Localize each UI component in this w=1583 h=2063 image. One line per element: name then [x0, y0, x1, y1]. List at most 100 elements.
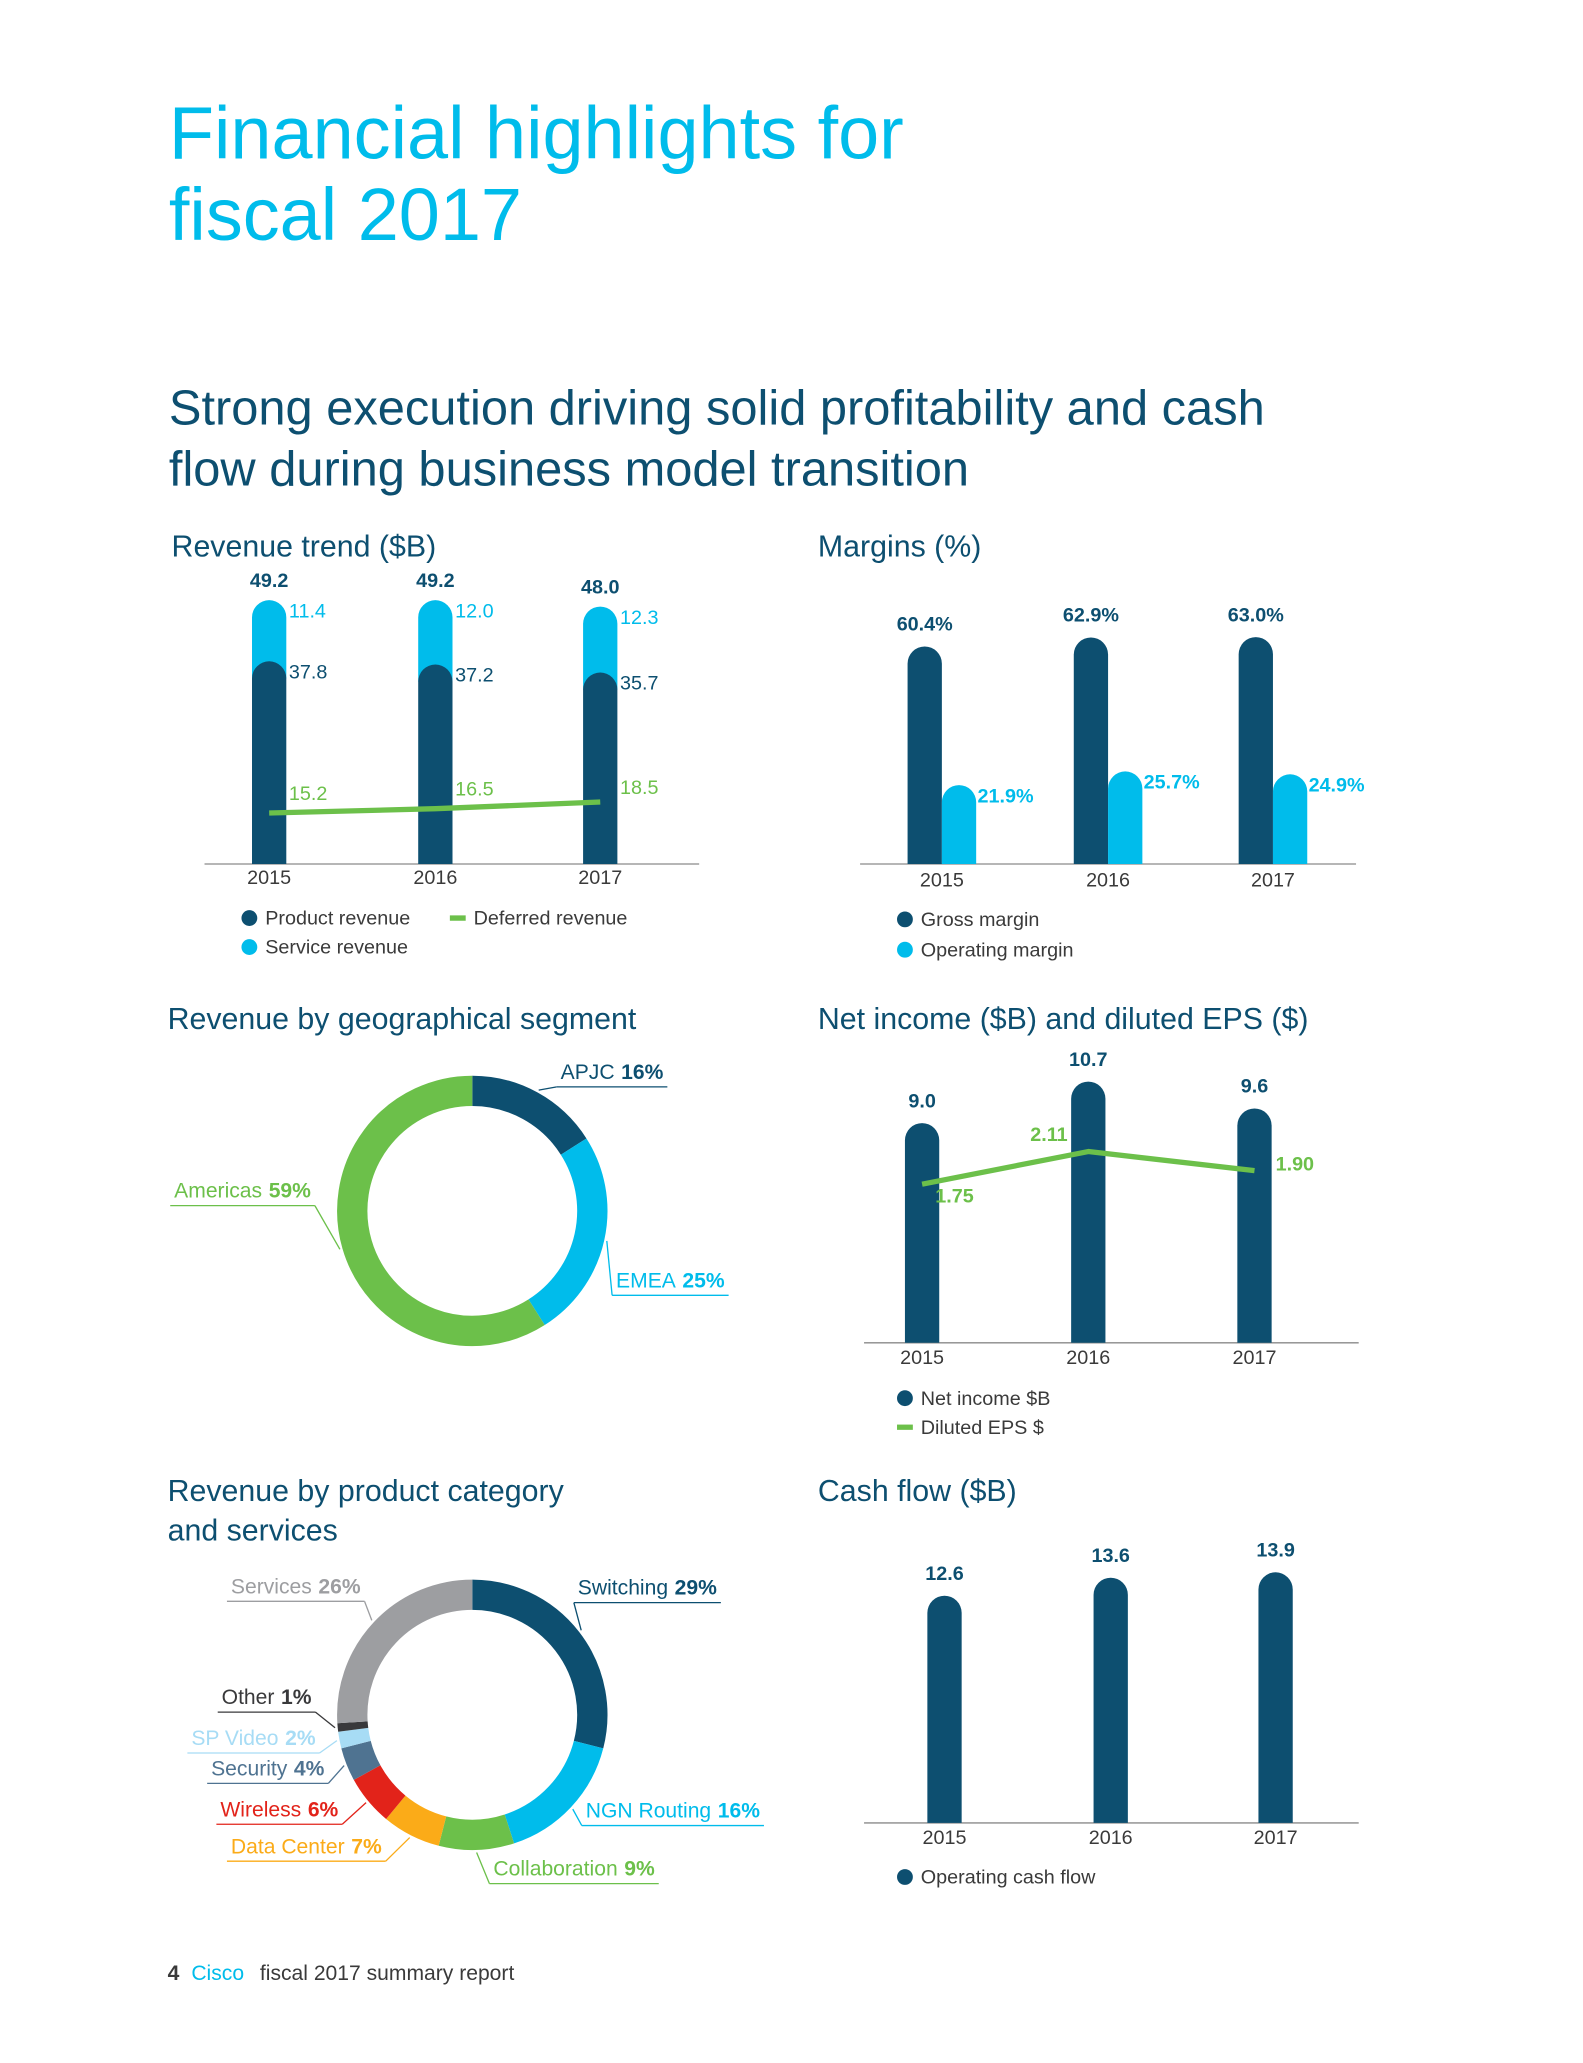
- donut-segment: [338, 1727, 371, 1749]
- x-tick-label: 2015: [920, 869, 964, 891]
- segment-value: 59%: [269, 1180, 311, 1203]
- x-tick-label: 2017: [1232, 1347, 1276, 1369]
- segment-value: 9%: [624, 1858, 655, 1881]
- legend-dot: [897, 1390, 913, 1407]
- page-subtitle: flow during business model transition: [169, 442, 969, 496]
- leader-line: [572, 1808, 583, 1826]
- chart-title: Revenue trend ($B): [172, 531, 437, 564]
- segment-label: APJC 16%: [561, 1061, 664, 1084]
- x-tick-label: 2016: [413, 867, 457, 889]
- segment-name: SP Video: [191, 1727, 278, 1750]
- value-label: 9.0: [908, 1090, 935, 1112]
- x-tick-label: 2016: [1066, 1347, 1110, 1369]
- chart-title: Revenue by product category: [168, 1475, 565, 1508]
- segment-value: 2%: [285, 1727, 316, 1750]
- segment-label: Wireless 6%: [220, 1798, 338, 1821]
- legend-label: Net income $B: [921, 1388, 1051, 1410]
- segment-label: NGN Routing 16%: [586, 1800, 761, 1823]
- total-label: 49.2: [250, 570, 288, 592]
- value-label: 15.2: [289, 783, 327, 805]
- segment-name: Services: [231, 1575, 312, 1598]
- segment-name: NGN Routing: [586, 1800, 711, 1823]
- value-label: 2.11: [1030, 1124, 1067, 1146]
- value-label: 1.75: [935, 1186, 973, 1208]
- value-label: 13.9: [1256, 1539, 1294, 1561]
- segment-name: APJC: [561, 1061, 615, 1084]
- x-tick-label: 2015: [247, 867, 291, 889]
- bar-segment: [583, 606, 618, 690]
- value-label: 62.9%: [1063, 605, 1119, 627]
- legend-dot: [241, 939, 258, 955]
- value-label: 10.7: [1069, 1049, 1107, 1071]
- leader-line: [385, 1837, 411, 1862]
- value-label: 24.9%: [1309, 774, 1365, 796]
- bar-segment: [252, 600, 287, 679]
- segment-label: Data Center 7%: [231, 1835, 382, 1858]
- bar-segment: [418, 600, 453, 682]
- legend-dot: [897, 911, 913, 928]
- segment-name: Collaboration: [493, 1858, 617, 1881]
- donut-segment: [353, 1764, 406, 1819]
- leader-line: [363, 1601, 373, 1621]
- segment-value: 7%: [351, 1835, 382, 1858]
- bar-segment: [418, 664, 453, 864]
- footer-text: fiscal 2017 summary report: [260, 1962, 515, 1985]
- segment-name: Security: [211, 1757, 288, 1780]
- donut-segment: [341, 1740, 381, 1780]
- legend-label: Operating cash flow: [921, 1867, 1096, 1889]
- donut-segment: [337, 1721, 369, 1732]
- segment-name: Other: [222, 1686, 275, 1709]
- legend-dot: [897, 941, 913, 958]
- page-subtitle: Strong execution driving solid profitabi…: [169, 382, 1265, 436]
- bar: [1108, 771, 1143, 864]
- donut-segment: [504, 1740, 604, 1844]
- segment-value: 6%: [308, 1798, 339, 1821]
- value-label: 37.8: [289, 661, 327, 683]
- segment-label: Switching 29%: [578, 1577, 717, 1600]
- segment-label: EMEA 25%: [616, 1269, 725, 1292]
- legend-dot: [241, 910, 258, 926]
- leader-line: [319, 1740, 338, 1754]
- legend-label: Diluted EPS $: [921, 1417, 1044, 1439]
- segment-label: Other 1%: [222, 1686, 312, 1709]
- bar: [1258, 1572, 1293, 1823]
- bar: [1093, 1577, 1128, 1823]
- bar: [927, 1595, 962, 1823]
- segment-label: Services 26%: [231, 1575, 361, 1598]
- leader-line: [476, 1852, 491, 1884]
- value-label: 9.6: [1241, 1076, 1268, 1098]
- legend-dot: [897, 1869, 913, 1885]
- segment-value: 25%: [682, 1269, 724, 1292]
- leader-line: [538, 1086, 557, 1091]
- value-label: 37.2: [455, 665, 493, 687]
- segment-name: Americas: [174, 1180, 262, 1203]
- segment-value: 16%: [621, 1061, 663, 1084]
- leader-line: [573, 1602, 582, 1631]
- value-label: 11.4: [289, 600, 326, 622]
- x-tick-label: 2017: [578, 867, 622, 889]
- x-tick-label: 2017: [1254, 1827, 1298, 1849]
- value-label: 25.7%: [1144, 772, 1200, 794]
- value-label: 1.90: [1276, 1154, 1314, 1176]
- donut-segment: [386, 1795, 447, 1846]
- leader-line: [606, 1240, 613, 1296]
- segment-label: Americas 59%: [174, 1180, 311, 1203]
- bar-segment: [252, 661, 287, 864]
- leader-line: [314, 1205, 341, 1250]
- segment-value: 1%: [281, 1686, 312, 1709]
- bar-segment: [583, 672, 618, 864]
- page-number: 4: [168, 1962, 180, 1985]
- chart-title: Revenue by geographical segment: [168, 1003, 637, 1036]
- bar: [941, 785, 977, 864]
- donut-segment: [337, 1075, 545, 1347]
- page-title: Financial highlights for: [169, 91, 904, 174]
- chart-title: Margins (%): [818, 531, 981, 564]
- legend-label: Operating margin: [921, 939, 1074, 961]
- donut-segment: [471, 1579, 608, 1749]
- value-label: 60.4%: [897, 614, 953, 636]
- segment-name: Data Center: [231, 1835, 345, 1858]
- segment-value: 4%: [294, 1757, 325, 1780]
- value-label: 21.9%: [977, 785, 1033, 807]
